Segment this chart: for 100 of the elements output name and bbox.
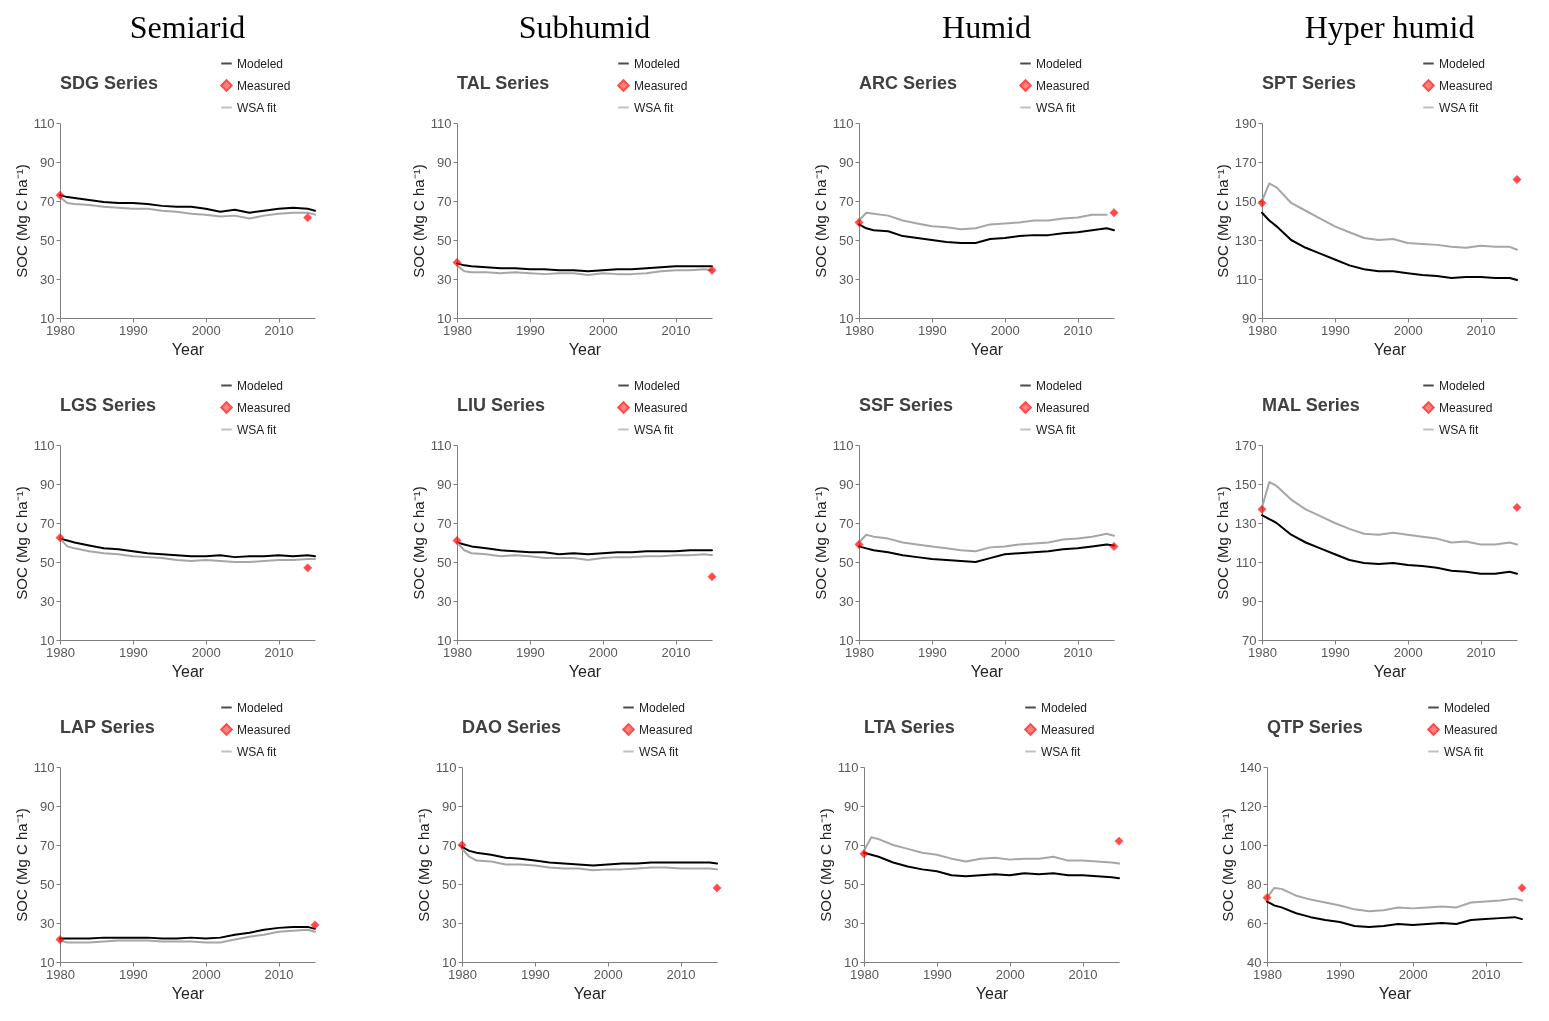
y-tick-label: 50	[844, 876, 859, 892]
x-tick-label: 2000	[588, 644, 618, 660]
y-tick-label: 50	[442, 876, 457, 892]
legend-label: Measured	[1439, 400, 1493, 415]
x-tick-label: 2000	[191, 322, 221, 338]
y-tick-label: 90	[442, 798, 457, 814]
legend-label: WSA fit	[237, 422, 278, 437]
x-tick-label: 1990	[515, 322, 545, 338]
legend-label: Measured	[1444, 722, 1498, 737]
y-tick-label: 170	[1234, 437, 1257, 453]
legend-label: Modeled	[1439, 56, 1486, 71]
x-tick-label: 2000	[191, 966, 221, 982]
y-tick-label: 120	[1239, 798, 1262, 814]
y-tick-label: 30	[844, 915, 859, 931]
x-tick-label: 1990	[118, 966, 148, 982]
y-tick-label: 90	[40, 154, 55, 170]
x-tick-label: 2010	[264, 644, 294, 660]
x-tick-label: 1990	[118, 644, 148, 660]
legend-label: Modeled	[237, 56, 284, 71]
legend-label: Measured	[634, 400, 688, 415]
chart-title: LGS Series	[60, 395, 157, 415]
x-tick-label: 2010	[661, 644, 691, 660]
y-tick-label: 150	[1234, 476, 1257, 492]
y-tick-label: 90	[437, 154, 452, 170]
legend-label: WSA fit	[1036, 422, 1077, 437]
y-tick-label: 100	[1239, 837, 1262, 853]
x-axis-title: Year	[975, 984, 1009, 1002]
x-tick-label: 2000	[593, 966, 623, 982]
y-tick-label: 70	[839, 193, 854, 209]
legend-label: Measured	[639, 722, 693, 737]
y-tick-label: 170	[1234, 154, 1257, 170]
y-tick-label: 110	[430, 437, 452, 453]
x-axis-title: Year	[568, 662, 602, 680]
y-tick-label: 90	[839, 476, 854, 492]
y-tick-label: 70	[40, 837, 55, 853]
x-tick-label: 2000	[191, 644, 221, 660]
y-tick-label: 110	[33, 759, 55, 775]
legend-label: Measured	[1036, 400, 1090, 415]
chart-title: QTP Series	[1267, 717, 1363, 737]
chart-title: MAL Series	[1262, 395, 1360, 415]
x-tick-label: 2010	[1068, 966, 1098, 982]
y-tick-label: 90	[839, 154, 854, 170]
legend-label: Modeled	[1036, 378, 1083, 393]
y-axis-title: SOC (Mg C ha⁻¹)	[409, 164, 427, 278]
x-tick-label: 2010	[1466, 322, 1496, 338]
x-axis-title: Year	[970, 340, 1004, 358]
y-axis-title: SOC (Mg C ha⁻¹)	[1213, 164, 1231, 278]
legend-label: Modeled	[1041, 700, 1088, 715]
y-tick-label: 70	[40, 515, 55, 531]
x-tick-label: 2000	[990, 322, 1020, 338]
y-axis-title: SOC (Mg C ha⁻¹)	[1218, 808, 1236, 922]
y-tick-label: 90	[1242, 593, 1257, 609]
x-tick-label: 1990	[1320, 644, 1350, 660]
x-tick-label: 2010	[666, 966, 696, 982]
x-tick-label: 2010	[1471, 966, 1501, 982]
x-tick-label: 2010	[1466, 644, 1496, 660]
text: Semiarid	[129, 9, 246, 45]
y-tick-label: 30	[40, 593, 55, 609]
y-tick-label: 70	[437, 193, 452, 209]
y-axis-title: SOC (Mg C ha⁻¹)	[12, 486, 30, 600]
y-axis-title: SOC (Mg C ha⁻¹)	[811, 486, 829, 600]
y-axis-title: SOC (Mg C ha⁻¹)	[414, 808, 432, 922]
legend-label: Modeled	[1036, 56, 1083, 71]
y-tick-label: 50	[40, 554, 55, 570]
legend-label: WSA fit	[237, 744, 278, 759]
y-tick-label: 90	[437, 476, 452, 492]
y-tick-label: 30	[40, 271, 55, 287]
y-tick-label: 90	[40, 798, 55, 814]
chart-title: SDG Series	[60, 73, 159, 93]
x-tick-label: 2000	[1393, 644, 1423, 660]
x-tick-label: 2000	[588, 322, 618, 338]
x-tick-label: 2000	[990, 644, 1020, 660]
y-tick-label: 30	[839, 593, 854, 609]
y-tick-label: 80	[1247, 876, 1262, 892]
legend-label: Measured	[237, 722, 291, 737]
y-tick-label: 110	[430, 115, 452, 131]
legend-label: Modeled	[237, 378, 284, 393]
x-axis-title: Year	[171, 340, 205, 358]
y-tick-label: 110	[435, 759, 457, 775]
chart-title: LTA Series	[864, 717, 955, 737]
x-tick-label: 1990	[118, 322, 148, 338]
y-tick-label: 50	[839, 554, 854, 570]
x-tick-label: 2010	[264, 322, 294, 338]
legend-label: WSA fit	[1439, 100, 1480, 115]
legend-label: WSA fit	[639, 744, 680, 759]
legend-label: Measured	[634, 78, 688, 93]
chart-title: ARC Series	[859, 73, 958, 93]
x-axis-title: Year	[568, 340, 602, 358]
y-tick-label: 130	[1234, 232, 1257, 248]
y-tick-label: 130	[1234, 515, 1257, 531]
legend-label: Measured	[237, 400, 291, 415]
text: Humid	[942, 9, 1031, 45]
y-tick-label: 70	[40, 193, 55, 209]
legend-label: WSA fit	[237, 100, 278, 115]
y-axis-title: SOC (Mg C ha⁻¹)	[12, 164, 30, 278]
line-series	[1261, 211, 1518, 281]
x-axis-title: Year	[970, 662, 1004, 680]
x-tick-label: 1990	[515, 644, 545, 660]
y-axis-title: SOC (Mg C ha⁻¹)	[811, 164, 829, 278]
y-tick-label: 30	[40, 915, 55, 931]
